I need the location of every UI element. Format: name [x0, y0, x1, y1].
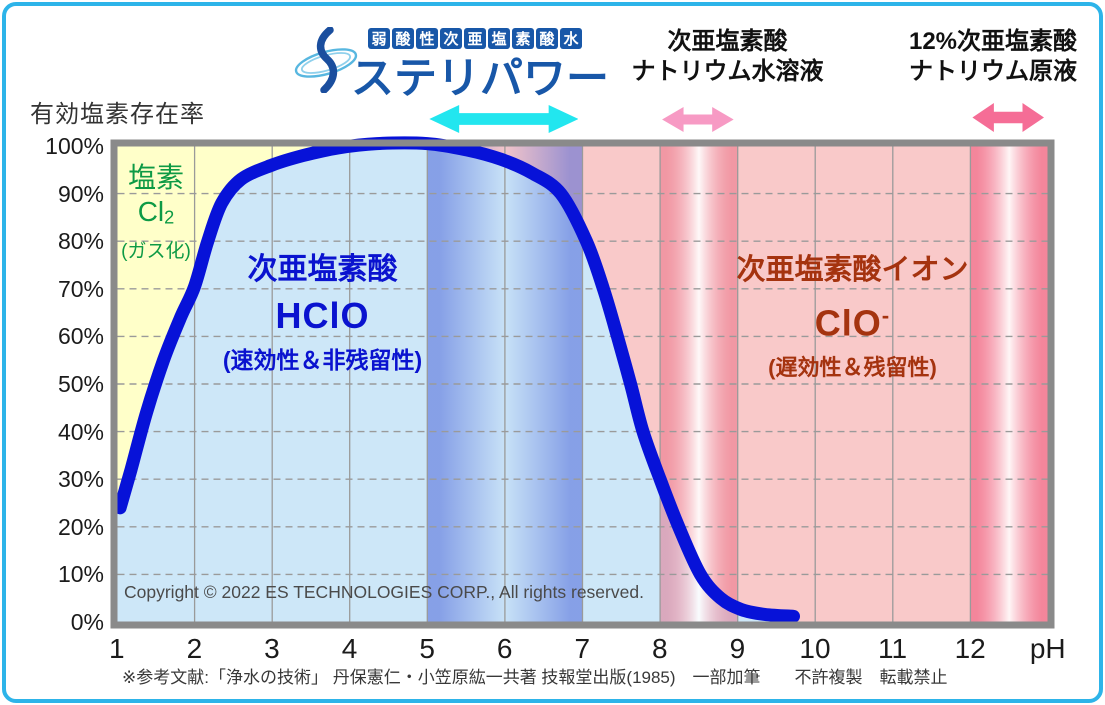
label-naclo-stock: 12%次亜塩素酸 ナトリウム原液 [883, 27, 1103, 87]
label-naclo-stock-line2: ナトリウム原液 [909, 58, 1077, 85]
copyright-text: Copyright © 2022 ES TECHNOLOGIES CORP., … [124, 582, 644, 602]
ph-range-arrow-naclo-solution-icon [662, 107, 734, 132]
logo-badge-char: 性 [416, 28, 438, 49]
y-tick-label: 10% [57, 561, 104, 588]
x-tick-label: pH [1029, 633, 1066, 664]
region-hclo-note: (速効性＆非残留性) [222, 347, 423, 373]
y-tick-label: 40% [57, 418, 104, 445]
x-tick-label: 8 [652, 633, 668, 664]
region-clo-name: 次亜塩素酸イオン [736, 254, 969, 286]
x-tick-label: 6 [496, 633, 513, 664]
y-axis-title: 有効塩素存在率 [30, 101, 205, 128]
x-tick-label: 4 [341, 633, 358, 664]
logo-badge-char: 次 [440, 28, 462, 49]
x-axis-tick-labels: 1 2 3 4 5 6 7 8 9 10 11 12 pH [78, 633, 1088, 665]
y-tick-label: 100% [45, 133, 104, 159]
region-label-clo: 次亜塩素酸イオン ClO- (遅効性＆残留性) [730, 252, 975, 382]
x-tick-label: 1 [109, 633, 125, 664]
ph-range-arrow-naclo-stock-icon [972, 103, 1044, 132]
region-label-hclo: 次亜塩素酸 HClO (速効性＆非残留性) [210, 252, 435, 374]
swirl-logo-icon [294, 27, 358, 93]
logo-badge-char: 弱 [368, 28, 390, 49]
region-hclo-name: 次亜塩素酸 [247, 253, 398, 286]
label-naclo-solution: 次亜塩素酸 ナトリウム水溶液 [620, 27, 835, 87]
region-label-chlorine: 塩素 Cl2 (ガス化) [112, 161, 200, 265]
x-tick-label: 7 [574, 633, 591, 664]
logo-badge-char: 亜 [464, 28, 486, 49]
x-tick-label: 5 [419, 633, 435, 664]
y-tick-label: 70% [57, 275, 104, 302]
region-chlorine-note: (ガス化) [121, 240, 191, 262]
y-tick-label: 0% [70, 608, 104, 635]
logo-badge-row: 弱酸性次亜塩素酸水 [368, 28, 582, 49]
region-chlorine-formula: Cl2 [137, 196, 175, 228]
y-tick-label: 90% [57, 180, 104, 207]
ph-range-arrow-steripower-icon [429, 105, 579, 133]
region-hclo-formula: HClO [275, 295, 370, 336]
x-tick-label: 3 [264, 633, 280, 664]
region-chlorine-name: 塩素 [127, 162, 184, 193]
logo-badge-char: 塩 [488, 28, 510, 49]
logo-badge-char: 水 [560, 28, 582, 49]
x-tick-label: 12 [954, 633, 986, 664]
y-tick-label: 20% [57, 513, 104, 540]
x-tick-label: 10 [799, 633, 831, 664]
region-clo-note: (遅効性＆残留性) [768, 355, 937, 381]
label-naclo-solution-line1: 次亜塩素酸 [667, 28, 788, 55]
logo-badge-char: 素 [512, 28, 534, 49]
chart-plot-area [110, 136, 1055, 629]
logo-badge-char: 酸 [392, 28, 414, 49]
x-tick-label: 2 [186, 633, 203, 664]
y-tick-label: 60% [57, 323, 104, 350]
reference-text: ※参考文献:「浄水の技術」 丹保憲仁・小笠原紘一共著 技報堂出版(1985) 一… [122, 668, 948, 687]
y-tick-label: 80% [57, 228, 104, 255]
y-tick-label: 50% [57, 370, 104, 397]
x-tick-label: 11 [878, 633, 908, 664]
logo-badge-char: 酸 [536, 28, 558, 49]
region-clo-formula: ClO- [814, 302, 891, 344]
y-tick-label: 30% [57, 466, 104, 493]
label-naclo-solution-line2: ナトリウム水溶液 [631, 58, 824, 85]
y-axis-tick-labels: 100% 90% 80% 70% 60% 50% 40% 30% 20% 10% 0% [10, 134, 104, 634]
x-tick-label: 9 [729, 633, 746, 664]
brand-text: ステリパワー [351, 55, 609, 103]
label-naclo-stock-line1: 12%次亜塩素酸 [908, 28, 1078, 55]
